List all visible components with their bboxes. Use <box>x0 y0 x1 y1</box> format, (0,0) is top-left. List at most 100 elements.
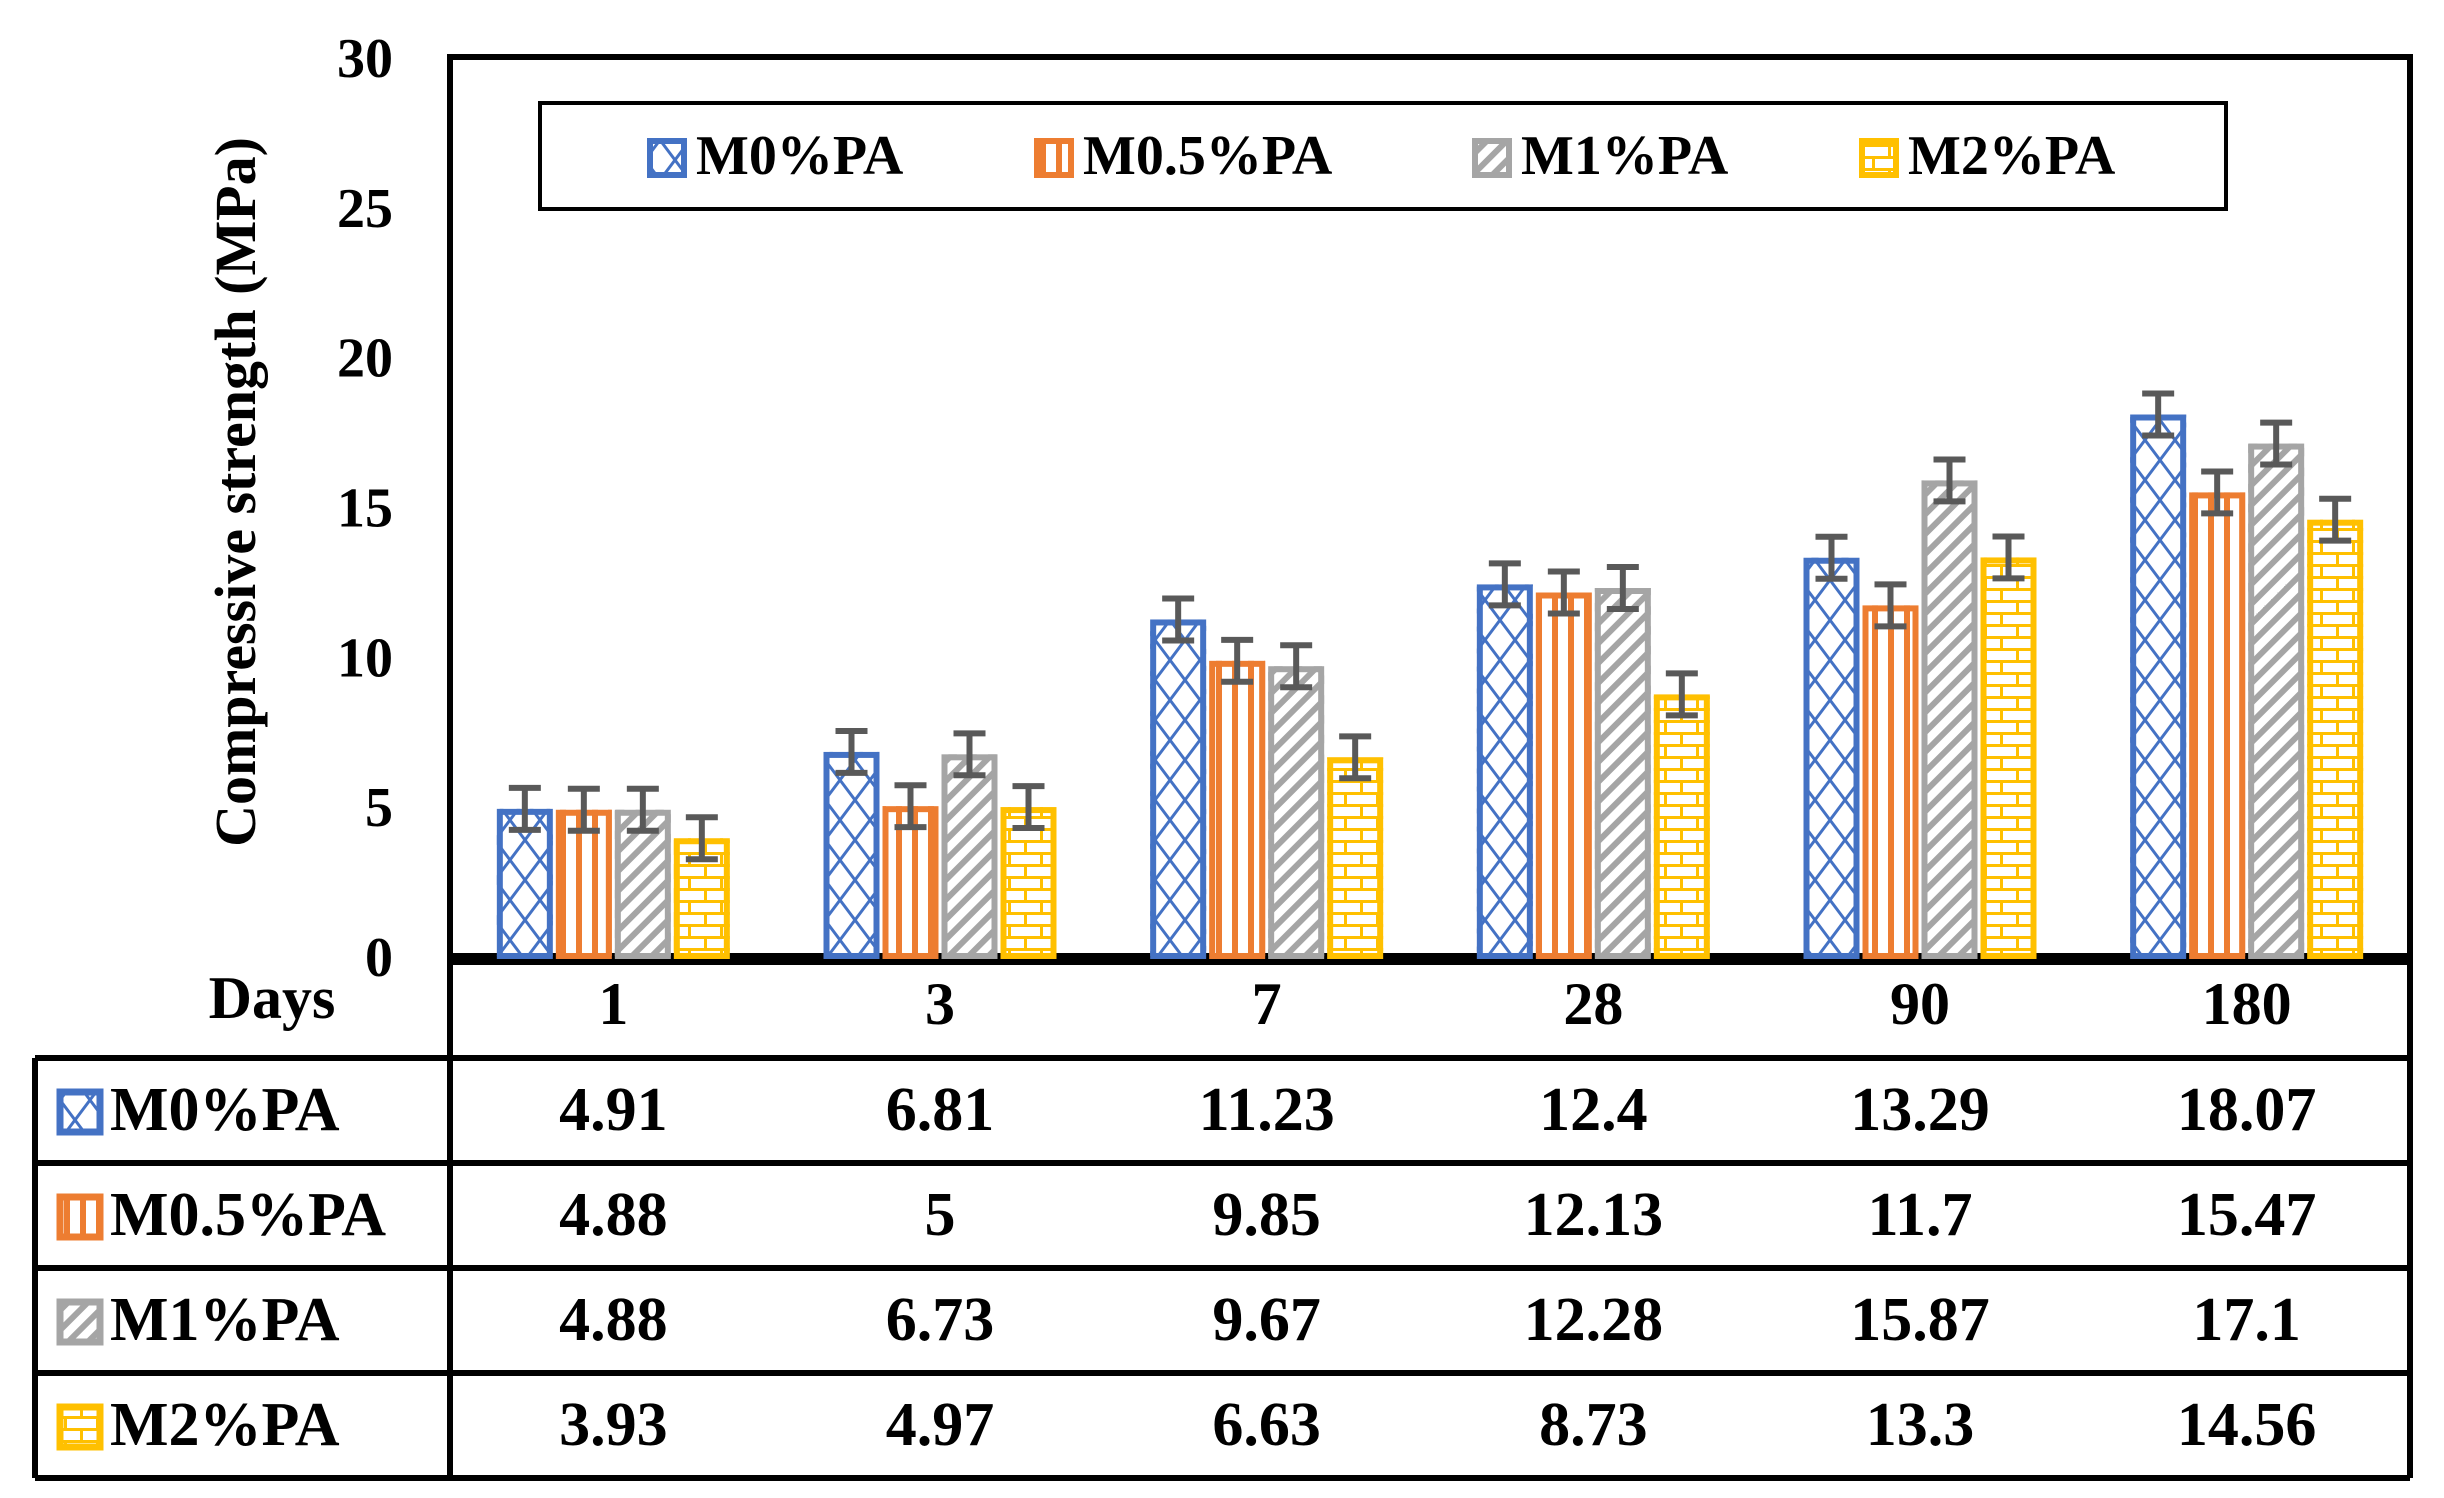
error-bar <box>953 730 986 779</box>
legend-entry: M0%PA <box>647 125 904 187</box>
bar <box>2189 492 2246 959</box>
error-bar <box>1280 642 1313 691</box>
row-legend-swatch <box>56 1298 104 1346</box>
error-bar <box>1874 581 1907 630</box>
error-bar <box>1221 636 1254 685</box>
data-label: 9.67 <box>1212 1286 1321 1354</box>
error-bar <box>2142 390 2175 439</box>
error-bar <box>1606 564 1639 612</box>
bar <box>1327 757 1384 959</box>
bar <box>1476 584 1533 959</box>
plot-frame <box>447 54 2413 959</box>
y-tick-label: 15 <box>337 478 393 540</box>
bar <box>882 806 939 960</box>
error-bar <box>626 785 659 834</box>
y-tick-label: 30 <box>337 28 393 90</box>
legend-box <box>538 101 2228 211</box>
legend-label: M0.5%PA <box>1083 125 1333 187</box>
bar <box>1921 480 1978 959</box>
row-series-label: M2%PA <box>110 1391 340 1459</box>
data-table: M0%PA 4.91 6.81 11.23 12.4 13.29 18.07 M0.5%PA 4… <box>56 1076 2317 1459</box>
data-label: 13.3 <box>1866 1391 1975 1459</box>
error-bar <box>2319 495 2352 544</box>
data-label: 18.07 <box>2177 1076 2317 1144</box>
table-row: M1%PA 4.88 6.73 9.67 12.28 15.87 17.1 <box>56 1286 2301 1354</box>
bar <box>941 754 998 959</box>
bar <box>1594 588 1651 959</box>
legend-label: M1%PA <box>1521 125 1729 187</box>
data-label: 4.88 <box>559 1181 668 1249</box>
error-bar <box>685 814 718 863</box>
row-legend-swatch <box>56 1193 104 1241</box>
legend-swatch <box>1034 138 1074 178</box>
error-bar <box>2201 468 2234 517</box>
bar <box>1653 694 1710 959</box>
error-bar <box>567 785 600 834</box>
error-bar <box>508 784 541 833</box>
error-bar <box>1992 533 2025 582</box>
data-label: 12.28 <box>1524 1286 1664 1354</box>
legend-entry: M2%PA <box>1859 125 2116 187</box>
error-bar <box>1933 456 1966 505</box>
data-label: 15.47 <box>2177 1181 2317 1249</box>
error-bar <box>1012 783 1045 832</box>
data-label: 4.97 <box>886 1391 995 1459</box>
table-row: M0%PA 4.91 6.81 11.23 12.4 13.29 18.07 <box>56 1076 2317 1144</box>
data-label: 11.7 <box>1867 1181 1972 1249</box>
x-tick-label: 28 <box>1563 971 1623 1037</box>
y-tick-label: 25 <box>337 178 393 240</box>
x-tick-label: 90 <box>1890 971 1950 1037</box>
error-bar <box>1488 560 1521 609</box>
bar <box>1150 619 1207 959</box>
x-tick-label: 1 <box>598 971 628 1037</box>
plot-area-border <box>447 54 2413 959</box>
table-row: M2%PA 3.93 4.97 6.63 8.73 13.3 14.56 <box>56 1391 2317 1459</box>
legend-swatch <box>1472 138 1512 178</box>
table-grid <box>32 956 2413 1481</box>
data-label: 11.23 <box>1199 1076 1335 1144</box>
row-legend-swatch <box>56 1088 104 1136</box>
y-tick-label: 5 <box>365 777 393 839</box>
error-bar <box>1547 568 1580 617</box>
data-label: 12.13 <box>1524 1181 1664 1249</box>
row-legend-swatch <box>56 1403 104 1451</box>
data-label: 14.56 <box>2177 1391 2317 1459</box>
data-label: 12.4 <box>1539 1076 1648 1144</box>
x-tick-label: 180 <box>2202 971 2292 1037</box>
legend-label: M2%PA <box>1908 125 2116 187</box>
y-axis-label: Compressive strength (MPa) <box>203 137 268 847</box>
error-bars <box>508 390 2352 863</box>
table-row: M0.5%PA 4.88 5 9.85 12.13 11.7 15.47 <box>56 1181 2317 1249</box>
data-label: 6.63 <box>1212 1391 1321 1459</box>
bar <box>1535 592 1592 959</box>
data-label: 4.88 <box>559 1286 668 1354</box>
bar <box>1209 660 1266 959</box>
legend-entry: M1%PA <box>1472 125 1729 187</box>
error-bar <box>894 782 927 831</box>
legend: M0%PA M0.5%PA M1%PA M2%PA <box>538 101 2228 211</box>
y-axis-ticks: 0 5 10 15 20 25 30 <box>337 28 393 989</box>
bar <box>2130 414 2187 959</box>
error-bar <box>1339 733 1372 782</box>
y-tick-label: 0 <box>365 927 393 989</box>
bar <box>555 809 612 960</box>
data-label: 9.85 <box>1212 1181 1321 1249</box>
data-label: 4.91 <box>559 1076 668 1144</box>
category-labels: 1 3 7 28 90 180 <box>598 971 2291 1037</box>
legend-swatch <box>1859 138 1899 178</box>
bar <box>1862 605 1919 959</box>
bar <box>1803 557 1860 959</box>
error-bar <box>835 727 868 776</box>
data-label: 5 <box>925 1181 956 1249</box>
data-label: 6.81 <box>886 1076 995 1144</box>
data-label: 13.29 <box>1850 1076 1990 1144</box>
legend-entry: M0.5%PA <box>1034 125 1333 187</box>
legend-swatch <box>647 138 687 178</box>
data-label: 15.87 <box>1850 1286 1990 1354</box>
x-tick-label: 3 <box>925 971 955 1037</box>
bar <box>1268 666 1325 960</box>
x-tick-label: 7 <box>1252 971 1282 1037</box>
data-label: 3.93 <box>559 1391 668 1459</box>
y-tick-label: 20 <box>337 328 393 390</box>
